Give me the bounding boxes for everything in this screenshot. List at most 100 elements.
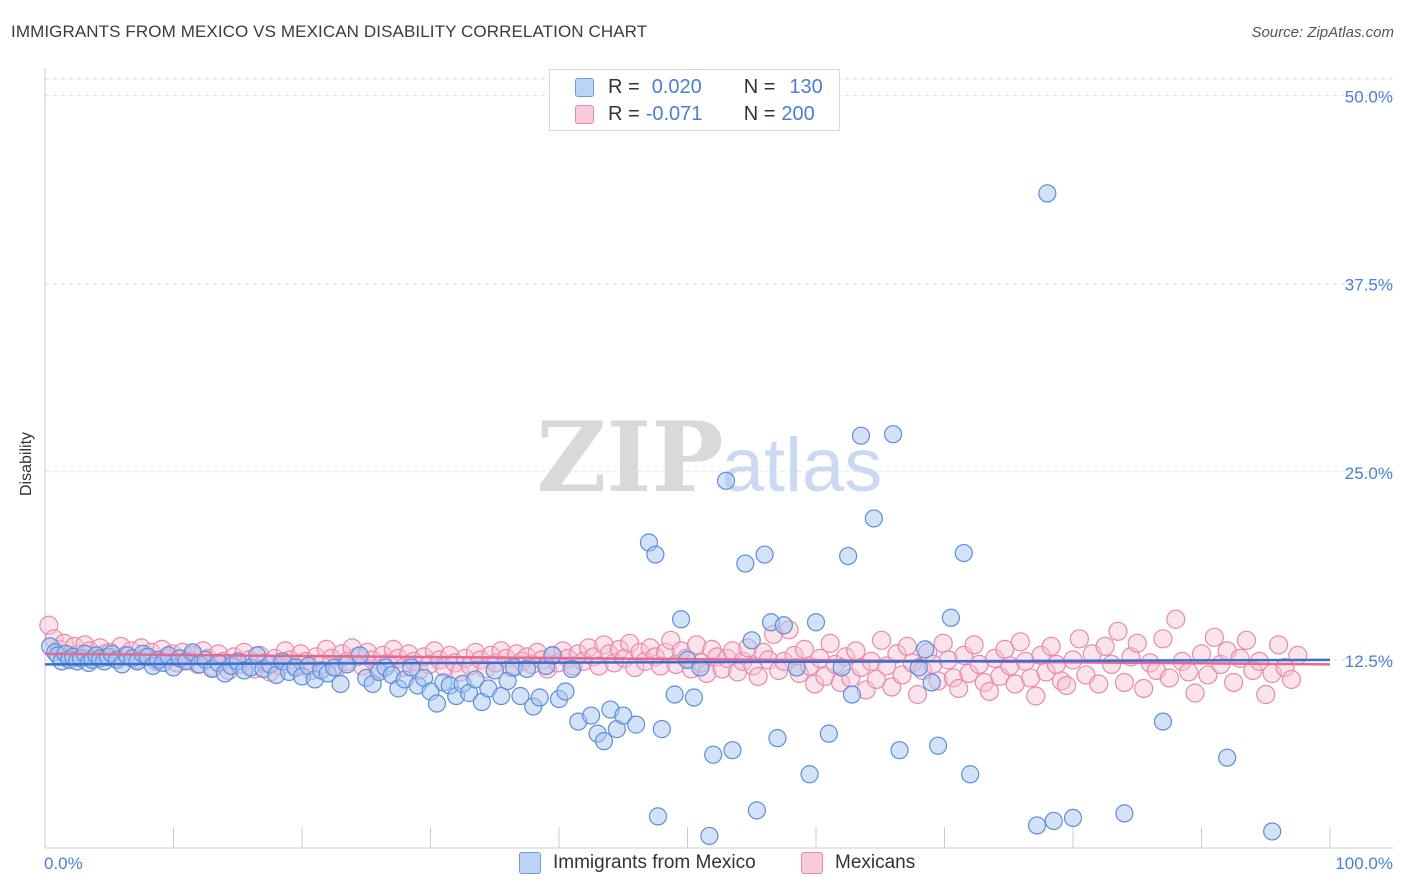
point-mexicans xyxy=(316,639,337,659)
y-tick-label: 37.5% xyxy=(1345,276,1393,295)
point-mexicans xyxy=(943,668,964,688)
point-mexicans xyxy=(907,684,928,705)
watermark: ZIP atlas xyxy=(536,401,882,514)
point-immigrants xyxy=(517,659,536,679)
point-immigrants xyxy=(723,741,742,760)
legend-r-label: R = xyxy=(608,75,640,98)
point-mexicans xyxy=(1010,632,1030,652)
point-mexicans xyxy=(1127,633,1147,653)
point-immigrants xyxy=(492,686,511,706)
point-mexicans xyxy=(686,635,707,655)
point-mexicans xyxy=(897,636,917,656)
point-immigrants xyxy=(466,670,485,689)
point-immigrants xyxy=(1218,748,1237,767)
point-immigrants xyxy=(755,545,774,564)
point-mexicans xyxy=(871,630,892,650)
point-immigrants xyxy=(511,686,530,706)
point-mexicans xyxy=(938,650,958,670)
point-immigrants xyxy=(864,509,883,528)
point-immigrants xyxy=(909,658,928,677)
point-mexicans xyxy=(1114,672,1135,693)
point-immigrants xyxy=(1027,816,1047,835)
point-mexicans xyxy=(851,657,871,678)
point-mexicans xyxy=(1281,669,1302,690)
y-tick-label: 50.0% xyxy=(1345,88,1393,107)
point-mexicans xyxy=(1198,665,1218,685)
point-immigrants xyxy=(626,715,646,734)
point-mexicans xyxy=(1268,635,1289,655)
point-mexicans xyxy=(1095,636,1115,656)
y-tick-labels: 12.5% 25.0% 37.5% 50.0% xyxy=(1345,88,1393,671)
point-immigrants xyxy=(928,736,948,755)
y-tick-label: 12.5% xyxy=(1345,652,1393,671)
point-mexicans xyxy=(990,666,1010,687)
point-immigrants xyxy=(562,659,581,679)
legend-row-immigrants: R = 0.020 N = 130 xyxy=(550,74,823,100)
point-mexicans xyxy=(383,639,403,659)
point-immigrants xyxy=(684,688,704,707)
point-immigrants xyxy=(800,765,819,784)
point-immigrants xyxy=(1038,184,1057,203)
point-immigrants xyxy=(700,826,719,846)
point-mexicans xyxy=(846,641,866,661)
point-mexicans xyxy=(594,635,614,655)
point-mexicans xyxy=(661,630,681,650)
point-mexicans xyxy=(1288,645,1308,665)
legend-n-label: N = xyxy=(743,102,776,125)
point-mexicans xyxy=(640,638,660,658)
point-immigrants xyxy=(1153,712,1173,731)
point-immigrants xyxy=(665,685,684,704)
point-immigrants xyxy=(742,631,761,650)
point-mexicans xyxy=(578,638,599,658)
axes xyxy=(44,68,1393,849)
point-mexicans xyxy=(933,633,953,653)
point-immigrants xyxy=(774,616,793,635)
legend-row-mexicans: R = -0.071 N = 200 xyxy=(550,101,815,127)
point-immigrants xyxy=(1063,808,1083,828)
point-mexicans xyxy=(1185,683,1205,703)
point-mexicans xyxy=(1179,662,1199,682)
point-immigrants xyxy=(768,729,787,748)
point-immigrants xyxy=(883,425,903,444)
point-mexicans xyxy=(1041,636,1061,656)
x-tick-min: 0.0% xyxy=(44,854,83,873)
point-mexicans xyxy=(979,681,1000,702)
legend-swatch-pink xyxy=(575,104,594,124)
point-immigrants xyxy=(1263,822,1282,841)
legend-r-label: R = xyxy=(608,102,640,125)
point-mexicans xyxy=(1056,675,1077,696)
point-immigrants xyxy=(941,608,961,627)
point-immigrants xyxy=(922,673,941,692)
point-mexicans xyxy=(964,635,984,655)
point-mexicans xyxy=(1046,654,1066,675)
stats-legend: R = 0.020 N = 130 R = -0.071 N = 200 xyxy=(549,69,840,131)
point-immigrants xyxy=(594,732,614,751)
point-mexicans xyxy=(471,650,491,670)
trend-line-immigrants xyxy=(44,658,1331,666)
point-immigrants xyxy=(961,765,980,784)
point-mexicans xyxy=(954,645,974,665)
grid-lines xyxy=(45,78,1393,661)
point-immigrants xyxy=(704,745,723,764)
point-immigrants xyxy=(671,610,691,629)
point-immigrants xyxy=(819,724,838,743)
point-immigrants xyxy=(582,706,601,725)
x-tick-max: 100.0% xyxy=(1335,854,1393,873)
series-legend: Immigrants from Mexico Mexicans xyxy=(0,852,1406,878)
point-mexicans xyxy=(1101,654,1122,675)
point-mexicans xyxy=(424,641,444,661)
y-tick-label: 25.0% xyxy=(1345,464,1393,483)
point-immigrants xyxy=(648,807,668,826)
legend-item-label: Mexicans xyxy=(835,852,916,873)
point-mexicans xyxy=(1204,627,1224,647)
point-immigrants xyxy=(736,554,755,573)
point-mexicans xyxy=(1224,672,1244,693)
point-immigrants xyxy=(806,613,826,632)
point-immigrants xyxy=(842,685,862,704)
point-immigrants xyxy=(331,674,350,694)
legend-n-value: 130 xyxy=(789,75,823,98)
legend-item-immigrants: Immigrants from Mexico xyxy=(519,852,756,874)
legend-swatch-blue xyxy=(575,77,594,97)
point-immigrants xyxy=(716,471,736,490)
